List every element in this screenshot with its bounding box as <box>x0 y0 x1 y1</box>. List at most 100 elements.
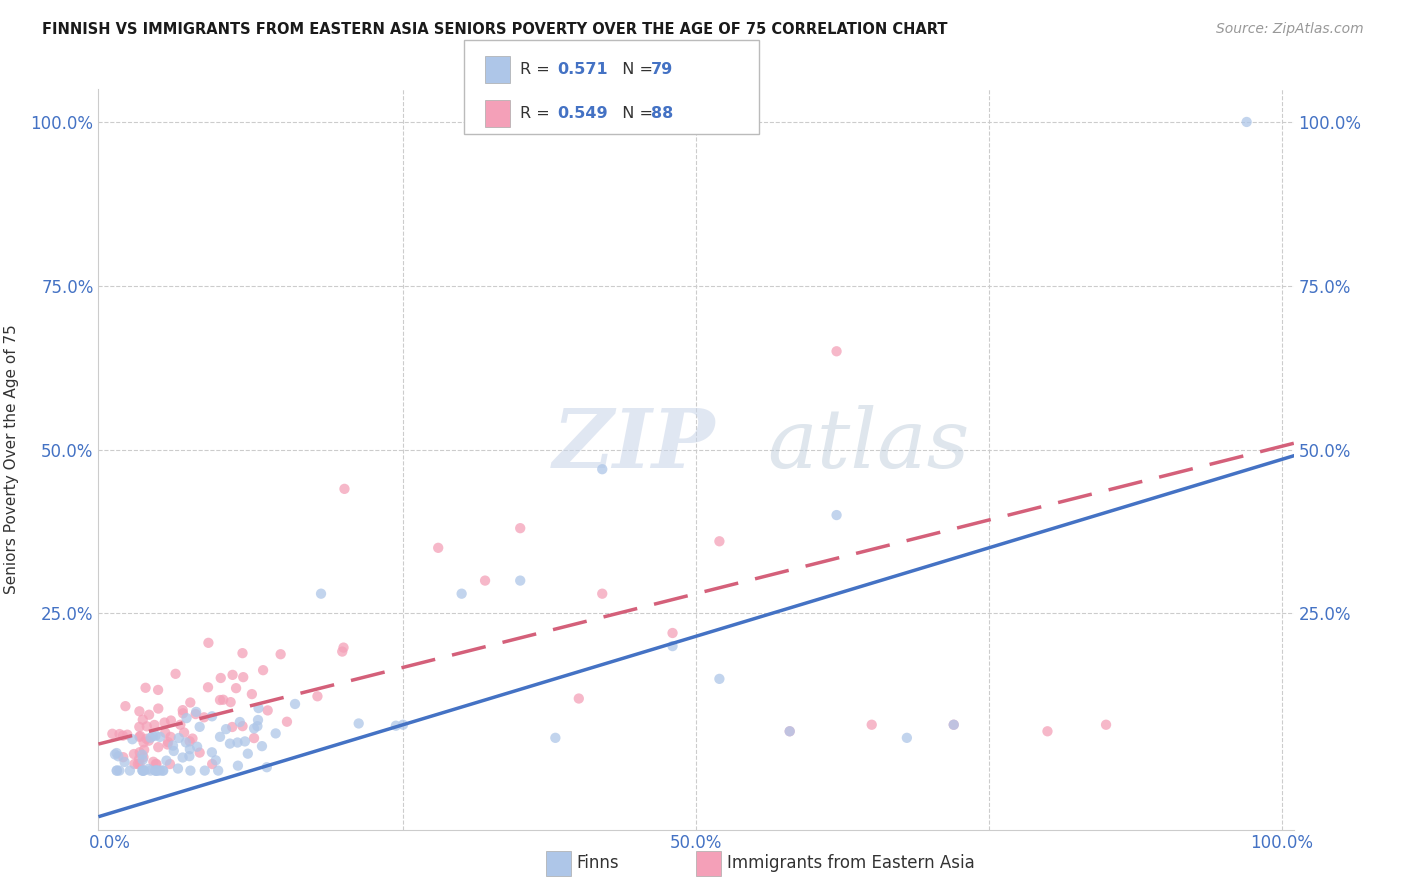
Point <box>186 739 208 754</box>
Point <box>135 719 157 733</box>
Point <box>246 719 269 733</box>
Point <box>155 754 177 768</box>
Point <box>1036 724 1059 739</box>
Point <box>159 730 181 744</box>
Point <box>128 730 150 744</box>
Point <box>179 734 201 748</box>
Point <box>152 764 174 778</box>
Point <box>233 734 256 748</box>
Point <box>167 731 190 745</box>
Point <box>149 730 172 744</box>
Point <box>112 750 135 764</box>
Point <box>236 747 259 761</box>
Point <box>105 746 128 760</box>
Point <box>709 534 731 549</box>
Point <box>128 757 150 772</box>
Point <box>135 681 157 695</box>
Point <box>128 704 150 718</box>
Point <box>174 735 197 749</box>
Point <box>181 731 204 746</box>
Point <box>221 720 243 734</box>
Text: Immigrants from Eastern Asia: Immigrants from Eastern Asia <box>727 855 974 872</box>
Point <box>591 587 613 601</box>
Point <box>825 344 848 359</box>
Text: ZIP: ZIP <box>553 405 716 484</box>
Point <box>145 764 167 778</box>
Point <box>194 764 217 778</box>
Point <box>509 574 531 588</box>
Text: R =: R = <box>520 106 555 120</box>
Point <box>163 744 186 758</box>
Point <box>450 587 472 601</box>
Point <box>208 693 231 707</box>
Text: atlas: atlas <box>768 405 970 484</box>
Text: R =: R = <box>520 62 555 77</box>
Point <box>118 764 141 778</box>
Point <box>105 764 128 778</box>
Point <box>159 757 181 772</box>
Point <box>276 714 298 729</box>
Point <box>172 706 194 721</box>
Point <box>127 757 149 772</box>
Point <box>167 762 190 776</box>
Point <box>212 692 235 706</box>
Point <box>173 725 195 739</box>
Point <box>128 752 150 766</box>
Point <box>509 521 531 535</box>
Point <box>330 644 353 658</box>
Point <box>108 727 131 741</box>
Point <box>309 587 332 601</box>
Point <box>160 714 183 728</box>
Text: N =: N = <box>612 106 658 120</box>
Point <box>201 709 224 723</box>
Point <box>134 743 156 757</box>
Point <box>101 727 124 741</box>
Point <box>1095 717 1118 731</box>
Point <box>225 681 247 695</box>
Point <box>124 757 146 772</box>
Point <box>162 739 184 753</box>
Point <box>176 711 198 725</box>
Point <box>148 701 170 715</box>
Text: 79: 79 <box>651 62 673 77</box>
Point <box>107 749 129 764</box>
Point <box>193 710 215 724</box>
Point <box>114 699 136 714</box>
Point <box>152 764 174 778</box>
Point <box>226 735 249 749</box>
Point <box>179 749 201 764</box>
Point <box>250 739 273 753</box>
Point <box>145 729 167 743</box>
Point <box>139 764 162 778</box>
Point <box>247 701 270 715</box>
Point <box>142 755 165 769</box>
Point <box>1236 115 1258 129</box>
Point <box>146 682 169 697</box>
Point <box>145 764 167 778</box>
Point <box>131 753 153 767</box>
Point <box>156 738 179 752</box>
Point <box>135 731 157 746</box>
Point <box>270 647 292 661</box>
Point <box>132 764 155 778</box>
Point <box>105 764 128 778</box>
Point <box>207 764 229 778</box>
Point <box>347 716 370 731</box>
Point <box>232 719 254 733</box>
Point <box>111 729 134 743</box>
Point <box>179 742 201 756</box>
Point <box>332 640 354 655</box>
Point <box>221 668 243 682</box>
Point <box>155 725 177 739</box>
Point <box>201 757 224 772</box>
Point <box>264 726 287 740</box>
Point <box>709 672 731 686</box>
Point <box>229 714 252 729</box>
Point <box>149 764 172 778</box>
Point <box>121 732 143 747</box>
Text: 0.549: 0.549 <box>557 106 607 120</box>
Point <box>132 713 155 727</box>
Text: N =: N = <box>612 62 658 77</box>
Point <box>392 717 415 731</box>
Point <box>243 722 266 736</box>
